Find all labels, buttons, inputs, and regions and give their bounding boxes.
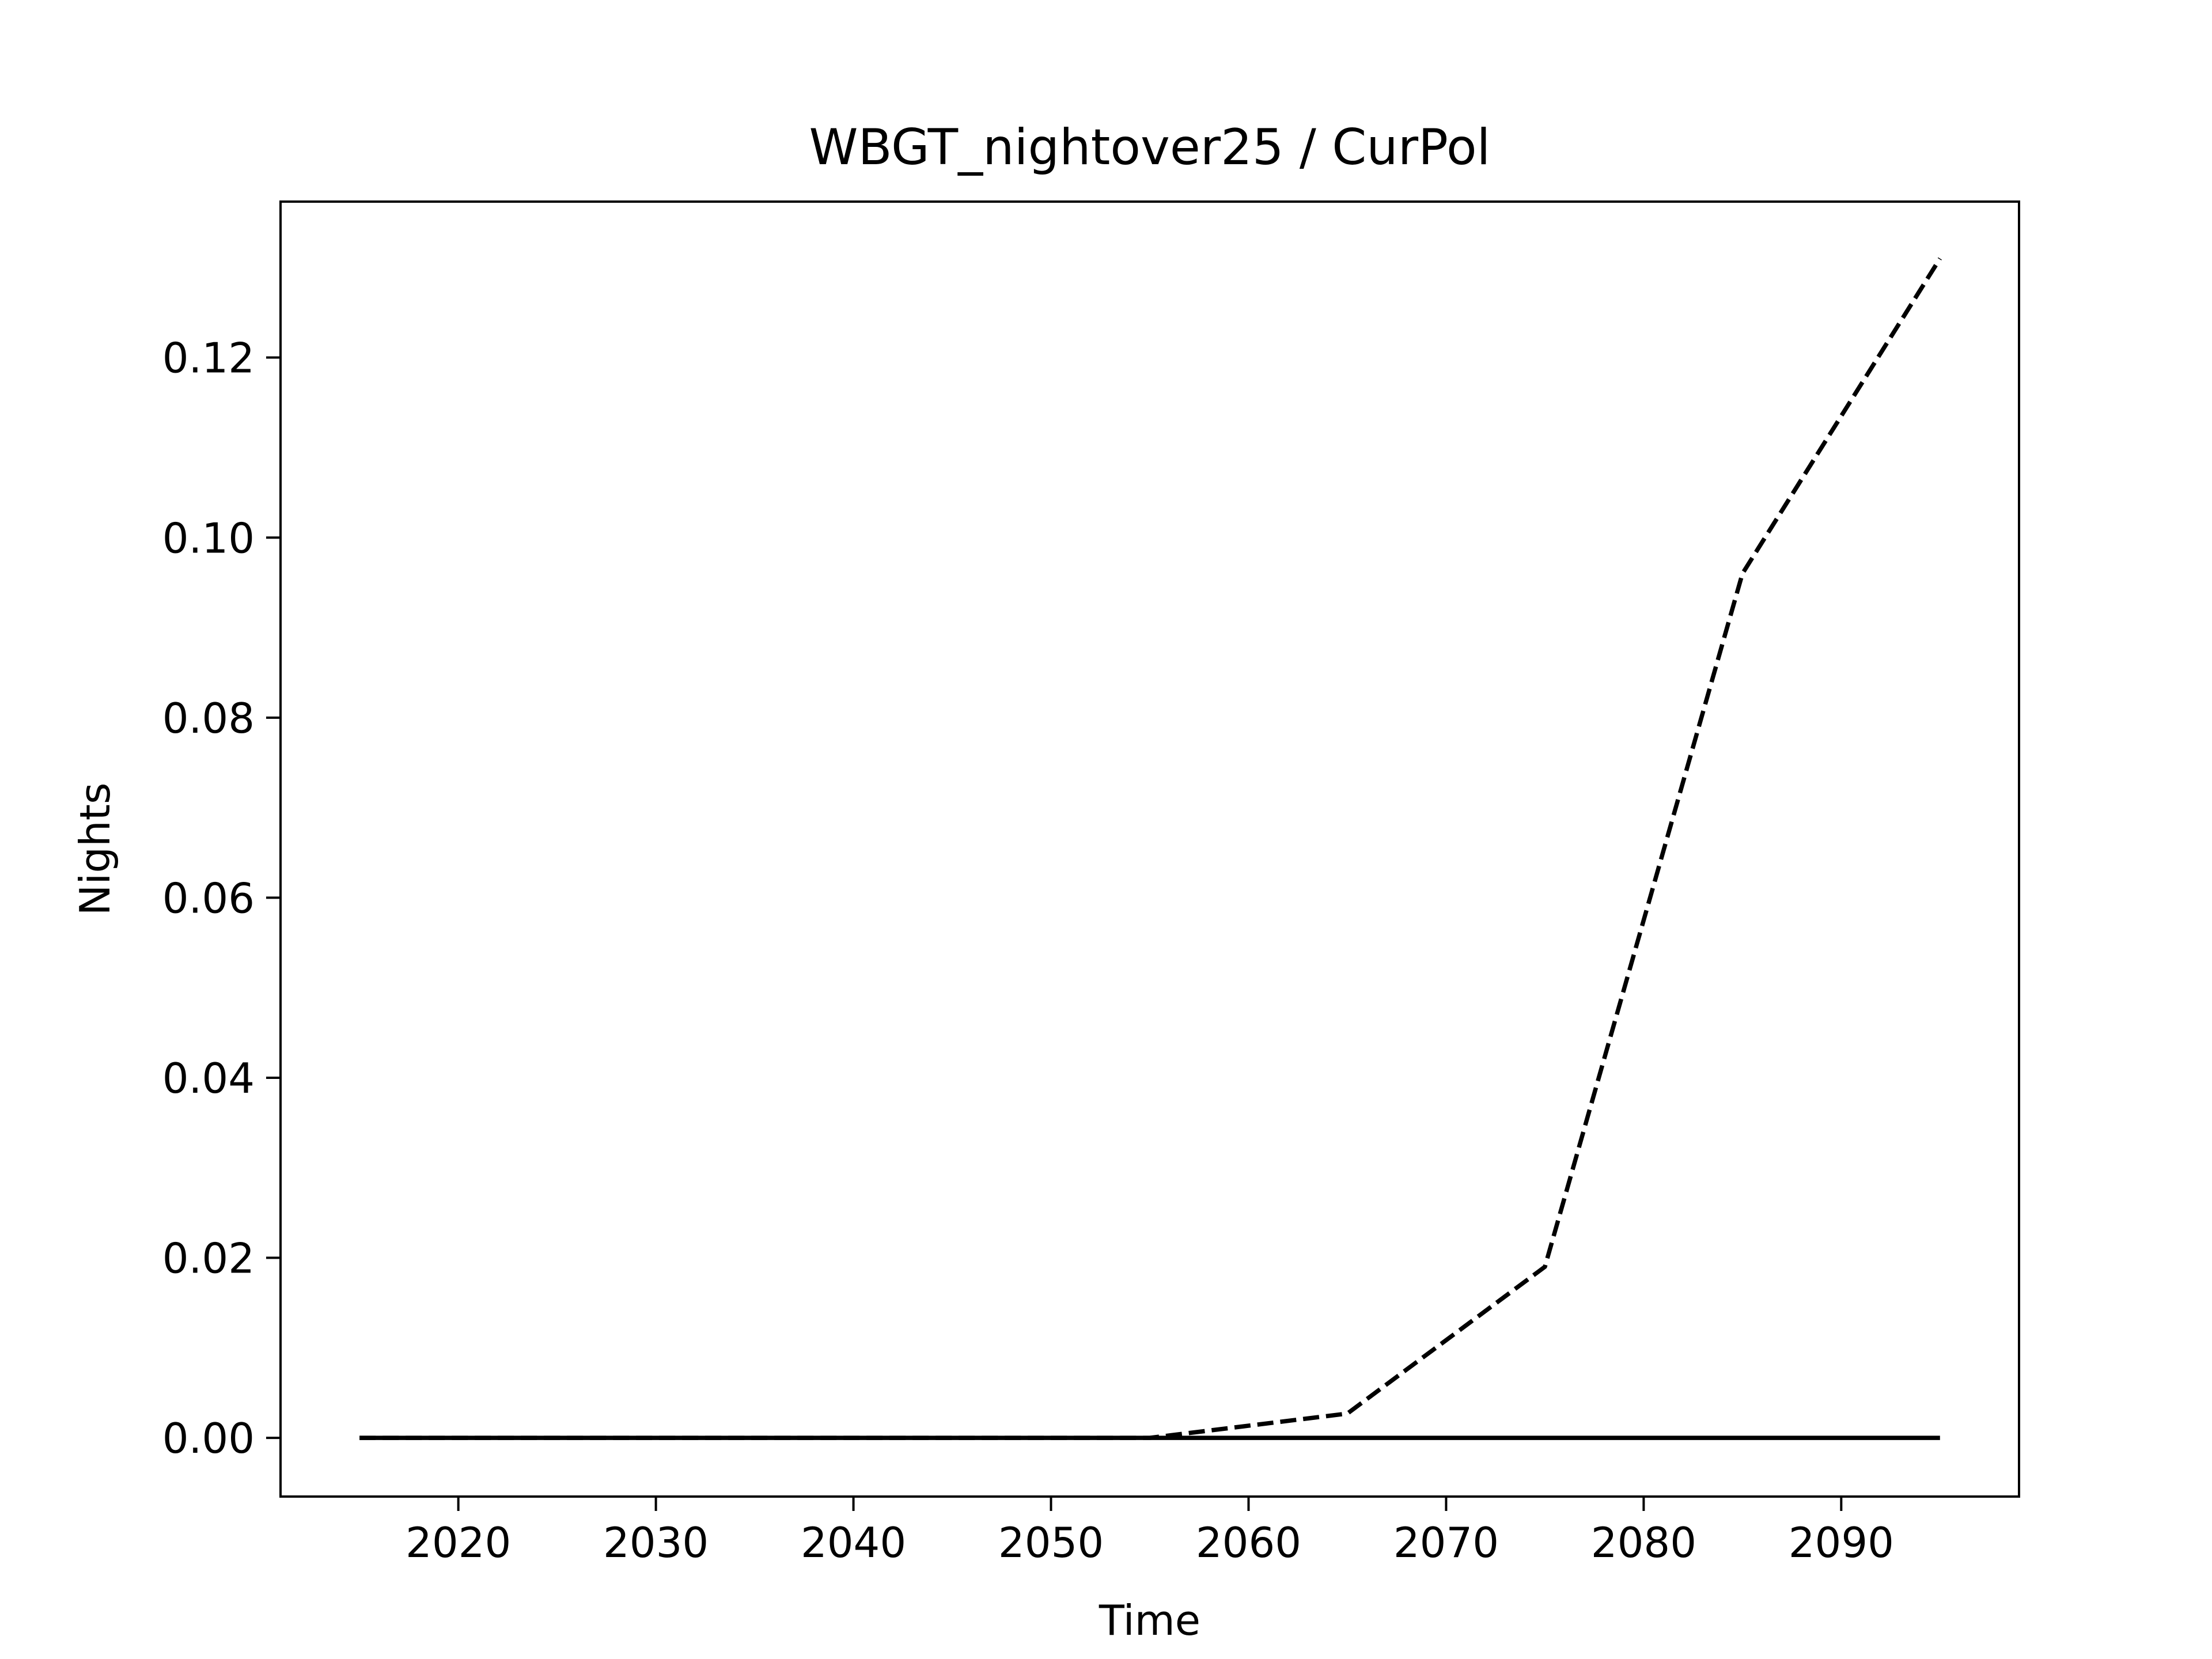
x-tick-label: 2090 [1789,1518,1894,1567]
x-tick-label: 2070 [1393,1518,1499,1567]
data-line [359,257,1942,1440]
y-tick-label: 0.04 [162,1054,255,1103]
y-axis-label: Nights [71,783,119,916]
x-tick-label: 2020 [406,1518,511,1567]
chart-title: WBGT_nightover25 / CurPol [809,119,1491,176]
x-tick-label: 2060 [1196,1518,1301,1567]
y-tick-label: 0.06 [162,874,255,922]
x-axis-label: Time [1099,1596,1200,1645]
y-tick-label: 0.10 [162,514,255,562]
x-tick-label: 2040 [801,1518,906,1567]
y-tick-label: 0.12 [162,334,255,382]
x-tick-label: 2050 [998,1518,1104,1567]
plot-frame [279,200,2020,1498]
x-tick-label: 2030 [603,1518,709,1567]
y-tick-label: 0.02 [162,1234,255,1283]
y-tick-label: 0.08 [162,694,255,743]
y-tick-label: 0.00 [162,1414,255,1463]
x-tick-label: 2080 [1591,1518,1696,1567]
